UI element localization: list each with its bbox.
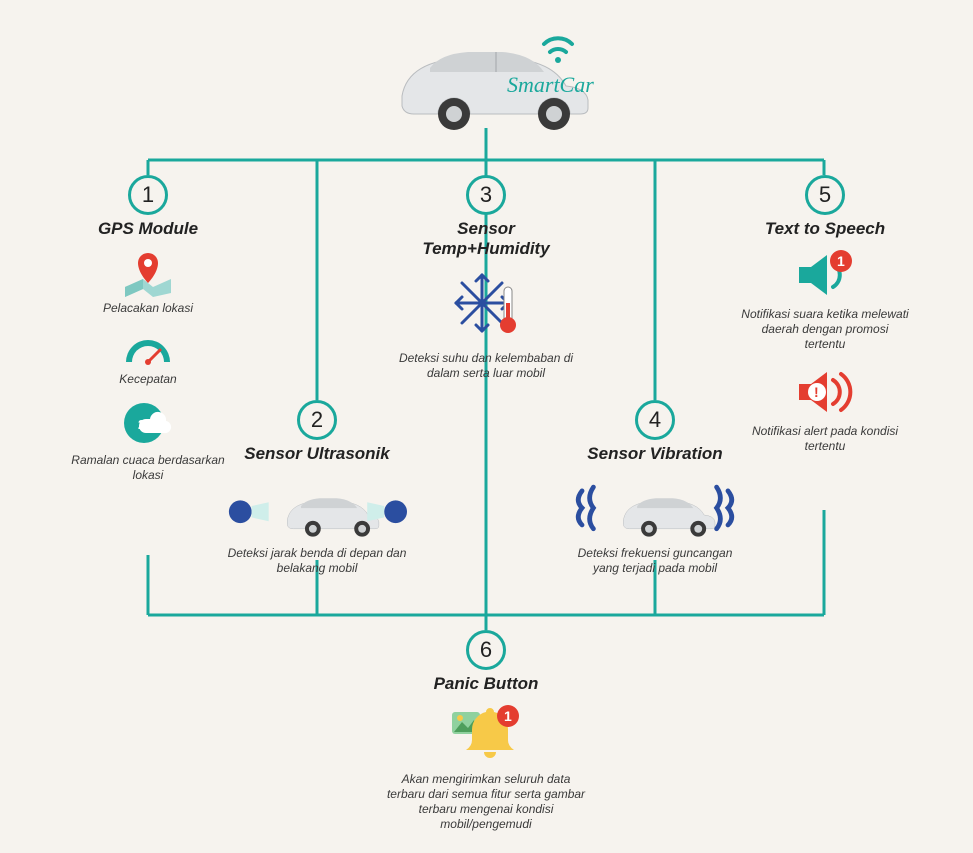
feature-1-title: GPS Module <box>68 219 228 239</box>
speaker-notify-icon: 1 <box>740 247 910 303</box>
car-vibration-icon <box>565 472 745 542</box>
bell-notify-icon: 1 <box>386 702 586 768</box>
badge-2: 2 <box>297 400 337 440</box>
feature-4-title: Sensor Vibration <box>565 444 745 464</box>
weather-badge-text: 28° <box>138 417 158 432</box>
feature-2-desc: Deteksi jarak benda di depan dan belakan… <box>227 546 407 576</box>
weather-icon: 28° <box>68 399 228 449</box>
feature-3-desc: Deteksi suhu dan kelembaban di dalam ser… <box>396 351 576 381</box>
badge-6: 6 <box>466 630 506 670</box>
badge-5: 5 <box>805 175 845 215</box>
feature-1-gps: 1 GPS Module Pelacakan lokasi <box>68 175 228 495</box>
gps-item-weather: 28° Ramalan cuaca berdasarkan lokasi <box>68 399 228 483</box>
car-ultrasonic-icon <box>227 472 407 542</box>
feature-6-desc: Akan mengirimkan seluruh data terbaru da… <box>386 772 586 832</box>
badge-3: 3 <box>466 175 506 215</box>
speaker-alert-icon: ! <box>740 364 910 420</box>
tts-item-promo: 1 Notifikasi suara ketika melewati daera… <box>740 247 910 352</box>
feature-3-title: Sensor Temp+Humidity <box>396 219 576 259</box>
feature-5-title: Text to Speech <box>740 219 910 239</box>
tts-item-alert: ! Notifikasi alert pada kondisi tertentu <box>740 364 910 454</box>
feature-2-ultrasonic: 2 Sensor Ultrasonik Deteksi jarak benda … <box>227 400 407 576</box>
badge-1: 1 <box>128 175 168 215</box>
smartcar-icon: SmartCar <box>372 14 602 134</box>
gauge-icon <box>68 328 228 368</box>
feature-6-panic: 6 Panic Button 1 Akan mengirimkan seluru… <box>386 630 586 832</box>
feature-6-title: Panic Button <box>386 674 586 694</box>
tts-promo-label: Notifikasi suara ketika melewati daerah … <box>740 307 910 352</box>
feature-4-desc: Deteksi frekuensi guncangan yang terjadi… <box>565 546 745 576</box>
svg-text:1: 1 <box>837 253 845 269</box>
smartcar-root: SmartCar <box>372 14 602 139</box>
gps-location-label: Pelacakan lokasi <box>68 301 228 316</box>
feature-4-vibration: 4 Sensor Vibration Deteksi frekuensi gun… <box>565 400 745 576</box>
map-pin-icon <box>68 247 228 297</box>
tts-alert-label: Notifikasi alert pada kondisi tertentu <box>740 424 910 454</box>
feature-2-title: Sensor Ultrasonik <box>227 444 407 464</box>
gps-item-location: Pelacakan lokasi <box>68 247 228 316</box>
gps-item-speed: Kecepatan <box>68 328 228 387</box>
feature-3-temp: 3 Sensor Temp+Humidity <box>396 175 576 381</box>
gps-speed-label: Kecepatan <box>68 372 228 387</box>
smartcar-label: SmartCar <box>507 72 594 97</box>
svg-text:1: 1 <box>504 708 512 724</box>
svg-text:!: ! <box>814 384 819 400</box>
badge-4: 4 <box>635 400 675 440</box>
snowflake-thermo-icon <box>396 267 576 347</box>
diagram-canvas: SmartCar 1 GPS Module Pelacakan lokasi <box>0 0 973 853</box>
gps-weather-label: Ramalan cuaca berdasarkan lokasi <box>68 453 228 483</box>
feature-5-tts: 5 Text to Speech 1 Notifikasi suara keti… <box>740 175 910 466</box>
